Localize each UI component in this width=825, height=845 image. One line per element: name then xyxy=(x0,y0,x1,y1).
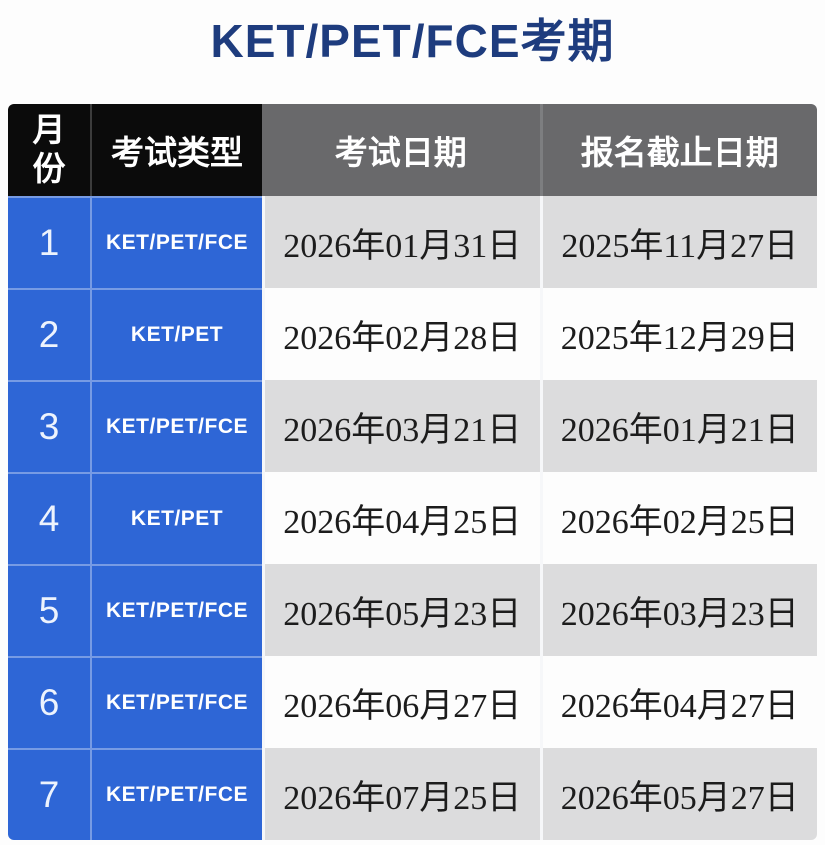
month-cell: 3 xyxy=(8,380,90,472)
deadline-cell: 2026年03月23日 xyxy=(539,564,817,656)
exam-date-cell: 2026年02月28日 xyxy=(262,288,540,380)
month-cell: 4 xyxy=(8,472,90,564)
exam-date-cell: 2026年04月25日 xyxy=(262,472,540,564)
deadline-cell: 2026年04月27日 xyxy=(539,656,817,748)
header-deadline: 报名截止日期 xyxy=(539,104,817,196)
exam-type-cell: KET/PET/FCE xyxy=(90,380,262,472)
header-exam-date: 考试日期 xyxy=(262,104,540,196)
exam-date-cell: 2026年05月23日 xyxy=(262,564,540,656)
exam-date-cell: 2026年07月25日 xyxy=(262,748,540,840)
page-title: KET/PET/FCE考期 xyxy=(210,15,615,67)
exam-date-cell: 2026年03月21日 xyxy=(262,380,540,472)
exam-type-cell: KET/PET/FCE xyxy=(90,656,262,748)
exam-schedule-table: 月份 考试类型 考试日期 报名截止日期 1 KET/PET/FCE 2026年0… xyxy=(8,104,817,840)
deadline-cell: 2026年02月25日 xyxy=(539,472,817,564)
month-cell: 2 xyxy=(8,288,90,380)
header-exam-type: 考试类型 xyxy=(90,104,262,196)
exam-type-cell: KET/PET/FCE xyxy=(90,196,262,288)
exam-type-cell: KET/PET xyxy=(90,472,262,564)
exam-type-cell: KET/PET/FCE xyxy=(90,564,262,656)
month-cell: 6 xyxy=(8,656,90,748)
deadline-cell: 2026年05月27日 xyxy=(539,748,817,840)
exam-date-cell: 2026年01月31日 xyxy=(262,196,540,288)
header-month: 月份 xyxy=(8,104,90,196)
deadline-cell: 2025年11月27日 xyxy=(539,196,817,288)
exam-date-cell: 2026年06月27日 xyxy=(262,656,540,748)
month-cell: 1 xyxy=(8,196,90,288)
deadline-cell: 2026年01月21日 xyxy=(539,380,817,472)
month-cell: 7 xyxy=(8,748,90,840)
exam-type-cell: KET/PET/FCE xyxy=(90,748,262,840)
month-cell: 5 xyxy=(8,564,90,656)
exam-type-cell: KET/PET xyxy=(90,288,262,380)
deadline-cell: 2025年12月29日 xyxy=(539,288,817,380)
